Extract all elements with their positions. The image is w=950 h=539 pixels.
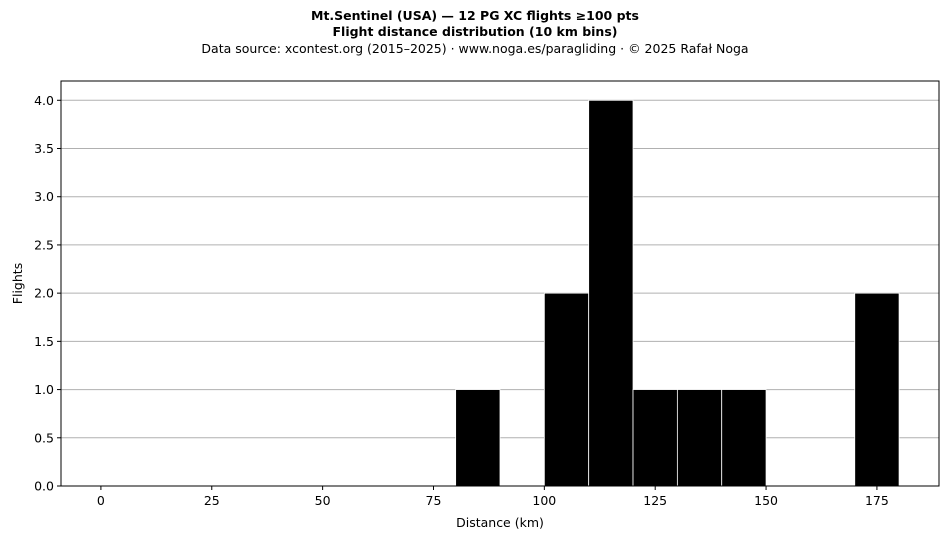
grid-lines [61, 99, 939, 439]
y-tick-label: 3.5 [34, 141, 54, 156]
y-tick-label: 2.5 [34, 237, 54, 252]
histogram-bar [455, 389, 501, 487]
histogram-bar [632, 389, 678, 487]
x-tick-label: 125 [643, 493, 667, 508]
y-tick-label: 4.0 [34, 93, 54, 108]
x-tick-label: 0 [97, 493, 105, 508]
chart-source: Data source: xcontest.org (2015–2025) · … [201, 41, 749, 56]
histogram-bar [588, 99, 634, 487]
x-tick-label: 25 [204, 493, 220, 508]
plot-frame [60, 80, 940, 487]
histogram-bar [676, 389, 723, 487]
y-tick-label: 1.0 [34, 382, 54, 397]
histogram-bar [543, 292, 590, 487]
x-tick-label: 50 [315, 493, 331, 508]
y-tick-label: 0.5 [34, 430, 54, 445]
y-axis-label: Flights [10, 263, 25, 304]
x-tick-label: 100 [532, 493, 556, 508]
bars [455, 99, 900, 487]
y-tick-label: 3.0 [34, 189, 54, 204]
chart-title: Mt.Sentinel (USA) — 12 PG XC flights ≥10… [311, 8, 639, 23]
histogram-bar [721, 389, 767, 487]
y-tick-label: 1.5 [34, 334, 54, 349]
chart-subtitle: Flight distance distribution (10 km bins… [332, 24, 618, 39]
y-axis-ticks: 0.0 0.5 1.0 1.5 2.0 2.5 3.0 3.5 4.0 [34, 93, 61, 494]
x-axis-label: Distance (km) [456, 515, 544, 530]
x-tick-label: 75 [426, 493, 442, 508]
chart-titles: Mt.Sentinel (USA) — 12 PG XC flights ≥10… [0, 8, 950, 57]
x-tick-label: 150 [754, 493, 778, 508]
histogram-bar [854, 292, 900, 487]
y-tick-label: 2.0 [34, 286, 54, 301]
x-axis-ticks: 0 25 50 75 100 125 150 175 [97, 486, 889, 508]
x-tick-label: 175 [865, 493, 889, 508]
y-tick-label: 0.0 [34, 479, 54, 494]
